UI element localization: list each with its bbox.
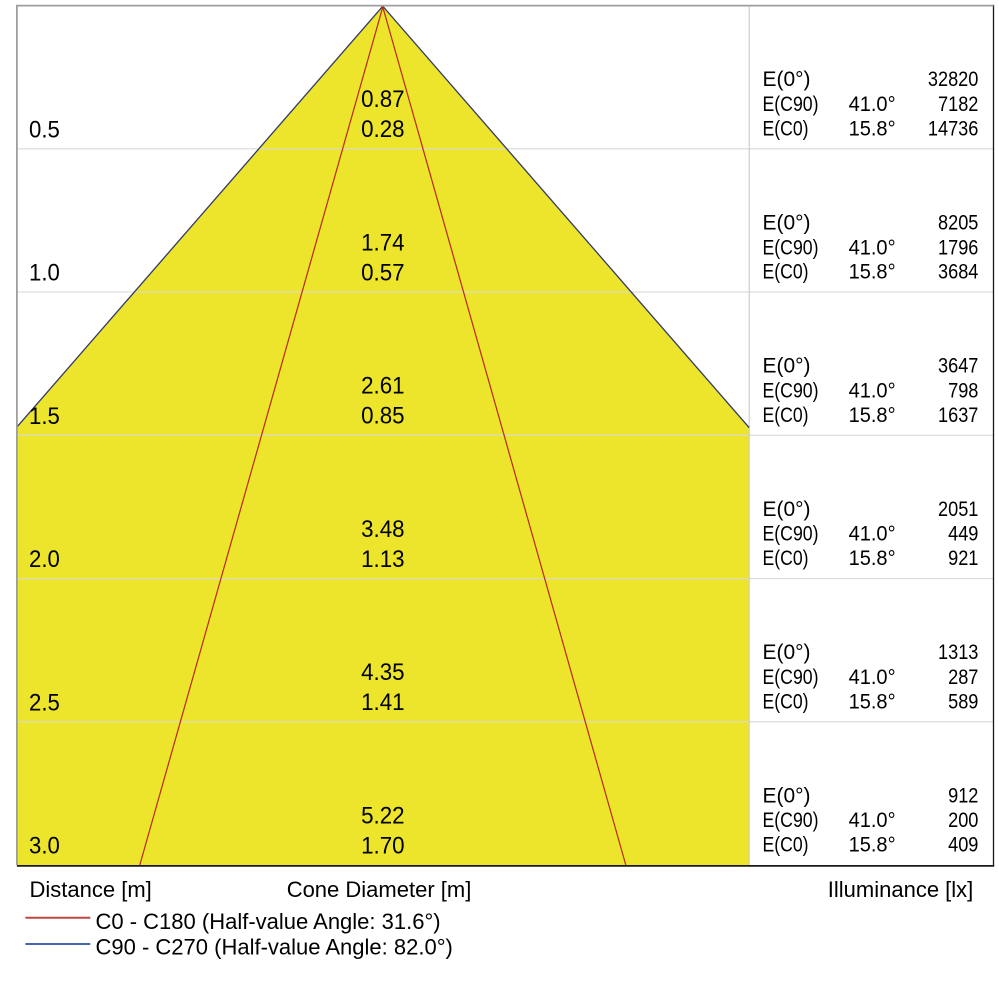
svg-text:E(0°): E(0°) [763, 211, 811, 235]
svg-text:E(C90): E(C90) [763, 665, 819, 689]
svg-text:C90 - C270 (Half-value Angle:: C90 - C270 (Half-value Angle: 82.0°) [96, 935, 453, 960]
svg-text:8205: 8205 [938, 211, 978, 235]
svg-text:E(C90): E(C90) [763, 235, 819, 259]
svg-text:41.0°: 41.0° [849, 665, 896, 689]
svg-text:15.8°: 15.8° [849, 689, 896, 713]
svg-text:912: 912 [948, 783, 978, 807]
svg-text:200: 200 [948, 808, 978, 832]
svg-text:41.0°: 41.0° [849, 808, 896, 832]
svg-text:798: 798 [948, 379, 978, 403]
svg-text:E(0°): E(0°) [763, 640, 811, 664]
svg-text:4.35: 4.35 [361, 659, 405, 686]
svg-text:E(C0): E(C0) [763, 403, 809, 427]
svg-text:15.8°: 15.8° [849, 116, 896, 140]
svg-text:15.8°: 15.8° [849, 546, 896, 570]
svg-text:C0 - C180 (Half-value Angle: 3: C0 - C180 (Half-value Angle: 31.6°) [96, 909, 441, 934]
svg-text:3.0: 3.0 [29, 833, 60, 860]
svg-text:1.5: 1.5 [29, 403, 60, 430]
svg-text:E(C0): E(C0) [763, 260, 809, 284]
svg-text:15.8°: 15.8° [849, 260, 896, 284]
svg-text:41.0°: 41.0° [849, 92, 896, 116]
svg-text:3684: 3684 [938, 260, 978, 284]
svg-text:0.5: 0.5 [29, 116, 60, 143]
svg-text:3647: 3647 [938, 354, 978, 378]
svg-text:0.57: 0.57 [361, 260, 405, 287]
svg-text:0.85: 0.85 [361, 403, 405, 430]
svg-text:Distance [m]: Distance [m] [30, 877, 152, 902]
svg-text:1.0: 1.0 [29, 260, 60, 287]
svg-text:E(C0): E(C0) [763, 833, 809, 857]
svg-text:E(C0): E(C0) [763, 546, 809, 570]
svg-text:E(C90): E(C90) [763, 379, 819, 403]
svg-text:2.61: 2.61 [361, 373, 405, 400]
svg-text:2.0: 2.0 [29, 546, 60, 573]
svg-text:5.22: 5.22 [361, 802, 405, 829]
svg-text:E(0°): E(0°) [763, 497, 811, 521]
svg-text:Illuminance [lx]: Illuminance [lx] [828, 877, 974, 902]
svg-text:409: 409 [948, 833, 978, 857]
svg-text:921: 921 [948, 546, 978, 570]
svg-text:0.87: 0.87 [361, 86, 405, 113]
svg-text:1.70: 1.70 [361, 832, 405, 859]
svg-text:1.13: 1.13 [361, 546, 405, 573]
svg-text:589: 589 [948, 689, 978, 713]
svg-text:7182: 7182 [938, 92, 978, 116]
svg-text:E(0°): E(0°) [763, 354, 811, 378]
svg-text:E(C90): E(C90) [763, 522, 819, 546]
svg-text:1637: 1637 [938, 403, 978, 427]
svg-text:Cone Diameter [m]: Cone Diameter [m] [287, 877, 472, 902]
svg-text:E(C0): E(C0) [763, 116, 809, 140]
svg-text:E(C90): E(C90) [763, 92, 819, 116]
svg-text:15.8°: 15.8° [849, 833, 896, 857]
svg-text:0.28: 0.28 [361, 116, 405, 143]
svg-text:32820: 32820 [928, 67, 979, 91]
svg-text:41.0°: 41.0° [849, 379, 896, 403]
svg-text:15.8°: 15.8° [849, 403, 896, 427]
svg-text:449: 449 [948, 522, 978, 546]
svg-text:41.0°: 41.0° [849, 235, 896, 259]
svg-text:1796: 1796 [938, 235, 978, 259]
svg-text:1313: 1313 [938, 640, 978, 664]
svg-text:2051: 2051 [938, 497, 978, 521]
svg-text:1.41: 1.41 [361, 689, 405, 716]
svg-text:14736: 14736 [928, 116, 979, 140]
svg-text:287: 287 [948, 665, 978, 689]
svg-text:E(C90): E(C90) [763, 808, 819, 832]
svg-text:1.74: 1.74 [361, 230, 405, 257]
svg-text:41.0°: 41.0° [849, 522, 896, 546]
svg-text:E(0°): E(0°) [763, 783, 811, 807]
svg-text:E(C0): E(C0) [763, 689, 809, 713]
svg-text:2.5: 2.5 [29, 689, 60, 716]
svg-text:3.48: 3.48 [361, 516, 405, 543]
svg-text:E(0°): E(0°) [763, 67, 811, 91]
